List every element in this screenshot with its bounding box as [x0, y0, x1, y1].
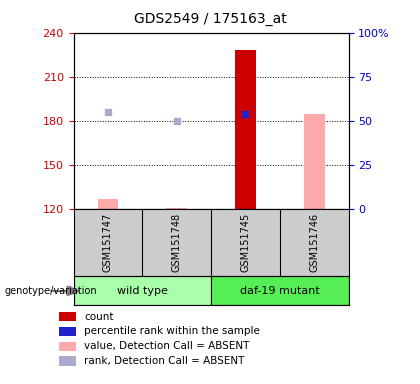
Bar: [211, 276, 349, 305]
Bar: [74, 276, 211, 305]
Text: count: count: [84, 311, 114, 321]
Text: GSM151747: GSM151747: [103, 213, 113, 272]
Text: rank, Detection Call = ABSENT: rank, Detection Call = ABSENT: [84, 356, 244, 366]
Bar: [59, 356, 76, 366]
Text: daf-19 mutant: daf-19 mutant: [240, 286, 320, 296]
Text: GSM151745: GSM151745: [240, 213, 250, 272]
Text: value, Detection Call = ABSENT: value, Detection Call = ABSENT: [84, 341, 249, 351]
Bar: [59, 327, 76, 336]
Text: wild type: wild type: [117, 286, 168, 296]
Text: genotype/variation: genotype/variation: [4, 286, 97, 296]
Text: percentile rank within the sample: percentile rank within the sample: [84, 326, 260, 336]
Bar: [304, 114, 325, 209]
Text: GDS2549 / 175163_at: GDS2549 / 175163_at: [134, 12, 286, 25]
Text: GSM151746: GSM151746: [309, 213, 319, 272]
Bar: [97, 199, 118, 209]
Bar: [59, 312, 76, 321]
Text: GSM151748: GSM151748: [172, 213, 182, 272]
Bar: [235, 50, 256, 209]
Bar: [59, 341, 76, 351]
Bar: [166, 208, 187, 209]
